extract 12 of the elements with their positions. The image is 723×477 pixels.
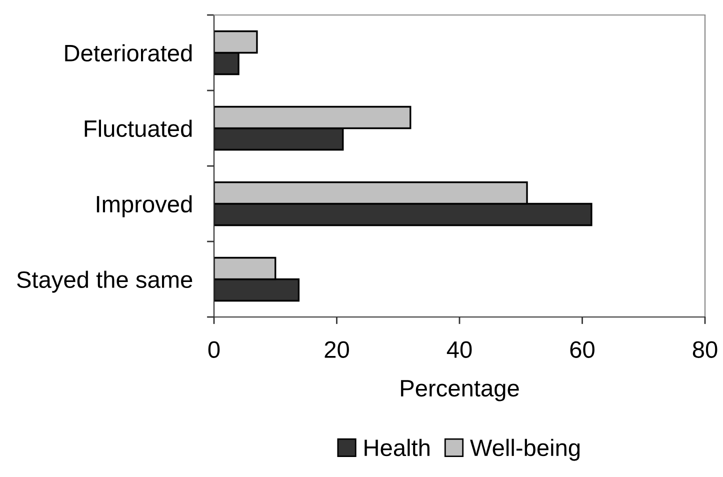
- x-axis-title: Percentage: [401, 380, 519, 402]
- legend-label: Health: [364, 438, 430, 456]
- x-tick-label: 60: [570, 341, 594, 358]
- x-tick-label: 0: [208, 341, 220, 358]
- x-tick-label: 20: [324, 341, 349, 358]
- x-tick-label: 40: [446, 341, 472, 358]
- y-tick-label: Improved: [96, 195, 192, 218]
- y-tick-label: Stayed the same: [17, 270, 192, 293]
- y-tick-label: Deteriorated: [65, 44, 192, 62]
- y-tick-label: Fluctuated: [84, 120, 192, 138]
- legend-label: Well-being: [470, 438, 580, 461]
- x-tick-label: 80: [692, 341, 718, 358]
